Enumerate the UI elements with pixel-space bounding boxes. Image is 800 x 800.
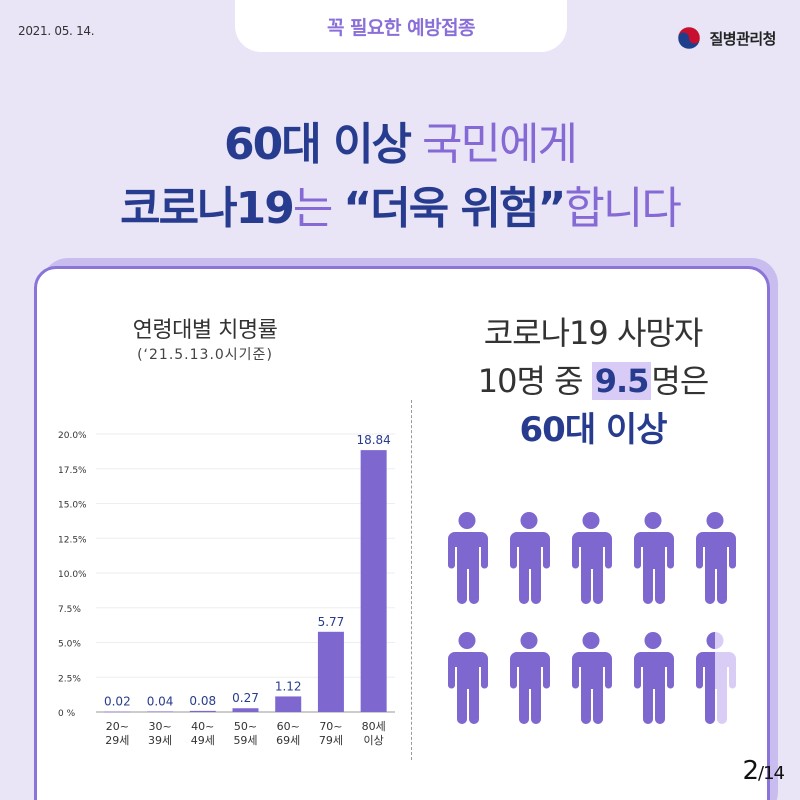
headline-text: 국민에게 (410, 119, 578, 170)
chart-subtitle: (‘21.5.13.0시기준) (137, 347, 273, 363)
stat-line-3: 60대 이상 (519, 410, 668, 450)
bar-value-label: 18.84 (356, 433, 390, 447)
stat-line-2: 10명 중 9.5명은 (415, 356, 771, 402)
x-tick-label: 49세 (191, 734, 215, 747)
person-icon (448, 512, 488, 604)
person-icon (634, 632, 674, 724)
bar-value-label: 0.08 (189, 694, 216, 708)
x-tick-label: 30~ (148, 720, 171, 733)
header-pill-text: 꼭 필요한 예방접종 (326, 16, 476, 39)
person-icon (448, 632, 488, 724)
person-icon (696, 512, 736, 604)
bar (275, 696, 302, 712)
fatality-bar-chart: 0 % 2.5% 5.0% 7.5% 10.0% 12.5% 15.0% 17.5% 20.0%… (58, 431, 395, 747)
x-tick-label: 50~ (234, 720, 257, 733)
page-indicator: 2/14 (742, 756, 785, 786)
org-name: 질병관리청 (709, 29, 776, 48)
page-total: /14 (758, 763, 785, 784)
x-tick-label: 이상 (364, 734, 384, 747)
people-row (446, 512, 736, 632)
header-pill: 꼭 필요한 예방접종 (235, 0, 567, 52)
headline-line-1: 60대 이상 국민에게 (0, 108, 800, 172)
y-tick-label: 10.0% (58, 570, 87, 580)
person-icon (510, 512, 550, 604)
y-tick-label: 5.0% (58, 640, 81, 650)
divider (411, 400, 412, 760)
x-tick-label: 59세 (233, 734, 257, 747)
person-icon (696, 632, 736, 724)
stat-highlight: 9.5 (591, 362, 652, 400)
y-tick-label: 7.5% (58, 605, 81, 615)
x-tick-label: 70~ (319, 720, 342, 733)
stat-text: 10명 중 (477, 362, 592, 400)
headline-emphasis: 코로나19 (120, 183, 295, 234)
y-tick-label: 0 % (58, 709, 76, 719)
x-tick-label: 29세 (105, 734, 129, 747)
bar (360, 450, 387, 712)
date-label: 2021. 05. 14. (18, 24, 95, 38)
headline-line-2: 코로나19는 “더욱 위험”합니다 (0, 172, 800, 236)
people-pictogram (446, 512, 736, 752)
y-tick-label: 2.5% (58, 674, 81, 684)
bar (232, 708, 259, 712)
x-tick-label: 39세 (148, 734, 172, 747)
bar (317, 631, 344, 712)
org-badge: 질병관리청 (677, 26, 776, 50)
stat-text: 명은 (651, 362, 709, 400)
person-icon (510, 632, 550, 724)
person-icon (634, 512, 674, 604)
headline-text: 합니다 (564, 183, 681, 234)
y-tick-label: 12.5% (58, 535, 87, 545)
bar (147, 711, 174, 712)
x-tick-label: 60~ (277, 720, 300, 733)
bar-value-label: 5.77 (318, 615, 345, 629)
bar-value-label: 0.04 (147, 694, 174, 708)
x-tick-label: 80세 (362, 720, 386, 733)
person-icon (572, 632, 612, 724)
x-tick-label: 40~ (191, 720, 214, 733)
people-row (446, 632, 736, 752)
bar-value-label: 0.27 (232, 691, 259, 705)
headline-text: 는 (292, 183, 344, 234)
x-tick-label: 79세 (319, 734, 343, 747)
x-tick-label: 69세 (276, 734, 300, 747)
bar (189, 710, 216, 712)
headline-quote: “더욱 위험” (343, 183, 566, 234)
page-current: 2 (742, 756, 759, 786)
headline-emphasis: 60대 이상 (224, 119, 412, 170)
y-tick-label: 17.5% (58, 466, 87, 476)
y-tick-label: 15.0% (58, 501, 87, 511)
person-icon (572, 512, 612, 604)
bar-value-label: 1.12 (275, 679, 302, 693)
chart-title: 연령대별 치명률 (132, 318, 278, 343)
y-tick-label: 20.0% (58, 431, 87, 441)
bar-value-label: 0.02 (104, 695, 131, 709)
x-tick-label: 20~ (106, 720, 129, 733)
taegeuk-logo-icon (678, 26, 701, 50)
bar (104, 711, 131, 713)
stat-line-1: 코로나19 사망자 (483, 314, 704, 352)
